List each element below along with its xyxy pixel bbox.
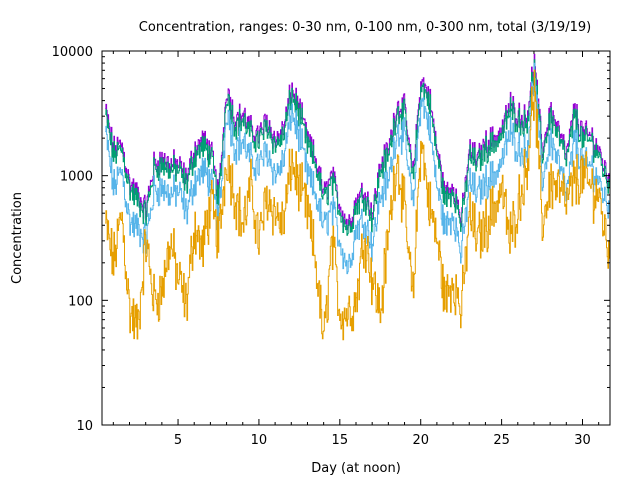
y-tick-label: 10000 bbox=[52, 45, 93, 60]
x-tick-label: 5 bbox=[174, 433, 182, 448]
x-tick-label: 25 bbox=[493, 433, 510, 448]
x-tick-label: 20 bbox=[412, 433, 429, 448]
x-tick-label: 15 bbox=[332, 433, 349, 448]
series-line-0-300-nm bbox=[105, 59, 610, 236]
series-layer bbox=[105, 53, 610, 341]
y-tick-label: 100 bbox=[68, 294, 93, 309]
y-tick-label: 1000 bbox=[60, 170, 93, 185]
axes: 5 10 15 20 25 30 10 100 1000 10000 bbox=[52, 45, 611, 448]
x-tick-label: 10 bbox=[251, 433, 268, 448]
y-axis-label: Concentration bbox=[10, 192, 25, 284]
series-line-0-100-nm bbox=[105, 62, 610, 275]
series-line-0-30-nm bbox=[105, 69, 610, 341]
x-tick-label: 30 bbox=[574, 433, 591, 448]
chart-title: Concentration, ranges: 0-30 nm, 0-100 nm… bbox=[139, 20, 591, 35]
x-axis-label: Day (at noon) bbox=[311, 461, 401, 476]
y-tick-label: 10 bbox=[76, 419, 93, 434]
